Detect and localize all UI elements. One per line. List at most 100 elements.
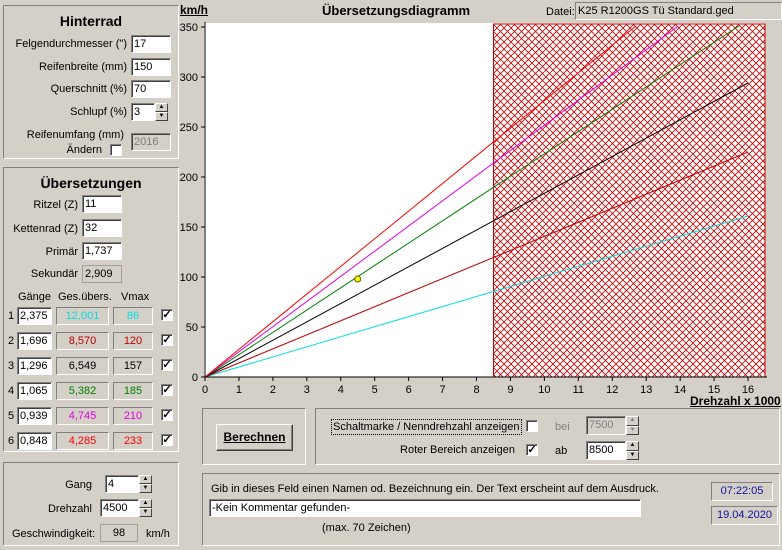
gear-ratio-input[interactable]: 2,375 [17,307,52,325]
spin-down-icon[interactable]: ▼ [139,484,152,493]
check-icon: ✓ [162,384,172,396]
x-tick-label: 2 [270,384,276,396]
x-tick-label: 6 [406,384,412,396]
comment-input[interactable]: -Kein Kommentar gefunden- [209,499,641,517]
ritzel-label: Ritzel (Z) [33,199,78,211]
spin-down-icon[interactable]: ▼ [626,450,639,460]
sekundaer-label: Sekundär [30,268,78,280]
gear-show-checkbox[interactable]: ✓ [161,409,173,421]
col-vmax-header: Vmax [121,291,150,303]
schaltmarke-checkbox[interactable] [526,420,538,432]
schaltmarke-label[interactable]: Schaltmarke / Nenndrehzahl anzeigen [331,419,522,435]
drehzahl-spinner[interactable]: ▲ ▼ [139,499,152,517]
umfang-label: Reifenumfang (mm) [26,129,124,141]
col-gaenge-header: Gänge [18,291,52,303]
check-icon: ✓ [162,409,172,421]
series-line-gear-5 [204,25,679,378]
gear-total-ratio: 4,745 [56,407,109,425]
felge-input[interactable]: 17 [131,35,171,53]
ab-spinner[interactable]: ▲ ▼ [626,441,639,460]
gear-number: 6 [8,435,15,447]
hinterrad-panel [3,5,179,159]
datei-value: K25 R1200GS Tü Standard.ged [575,2,782,20]
spin-down-icon[interactable]: ▼ [626,425,639,435]
y-tick-label: 300 [180,72,198,84]
kettenrad-input[interactable]: 32 [82,219,122,237]
ab-input[interactable]: 8500 [586,441,626,460]
primaer-input[interactable]: 1,737 [82,242,122,260]
series-line-gear-1 [204,215,749,378]
sekundaer-value: 2,909 [82,265,122,283]
gear-total-ratio: 5,382 [56,382,109,400]
gear-show-checkbox[interactable]: ✓ [161,309,173,321]
spin-up-icon[interactable]: ▲ [139,499,152,508]
spin-up-icon[interactable]: ▲ [155,103,168,112]
spin-up-icon[interactable]: ▲ [626,441,639,451]
date-display: 19.04.2020 [711,506,778,525]
felge-label: Felgendurchmesser (") [15,38,128,50]
gear-ratio-input[interactable]: 0,939 [17,407,52,425]
schlupf-label: Schlupf (%) [70,106,127,118]
gear-show-checkbox[interactable]: ✓ [161,334,173,346]
y-tick-label: 100 [180,272,198,284]
breite-input[interactable]: 150 [131,58,171,76]
gear-number: 1 [8,310,15,322]
gang-label: Gang [65,479,92,491]
spin-up-icon[interactable]: ▲ [626,416,639,426]
querschnitt-input[interactable]: 70 [131,80,171,98]
gear-ratio-input[interactable]: 0,848 [17,432,52,450]
x-tick-label: 15 [708,384,720,396]
red-zone [492,23,766,378]
gear-vmax: 120 [113,332,153,350]
gear-show-checkbox[interactable]: ✓ [161,434,173,446]
datei-label: Datei: [546,6,575,18]
bei-label: bei [555,421,570,433]
gear-vmax: 210 [113,407,153,425]
y-tick-label: 200 [180,172,198,184]
geschw-unit: km/h [146,528,170,540]
spin-down-icon[interactable]: ▼ [155,112,168,121]
gang-spinner[interactable]: ▲ ▼ [139,475,152,493]
schlupf-input[interactable]: 3 [131,103,155,121]
spin-up-icon[interactable]: ▲ [139,475,152,484]
comment-hint: Gib in dieses Feld einen Namen od. Bezei… [211,483,659,495]
y-tick-label: 250 [180,122,198,134]
bei-input[interactable]: 7500 [586,416,626,435]
gear-ratio-input[interactable]: 1,296 [17,357,52,375]
primaer-label: Primär [45,246,78,258]
gear-number: 3 [8,360,15,372]
x-tick-label: 1 [236,384,242,396]
check-icon: ✓ [162,309,172,321]
series-line-gear-6 [204,25,637,378]
hinterrad-title: Hinterrad [59,13,123,29]
check-icon: ✓ [162,434,172,446]
gang-input[interactable]: 4 [105,475,139,493]
spin-down-icon[interactable]: ▼ [139,508,152,517]
y-axis-label: km/h [180,3,209,17]
schlupf-spinner[interactable]: ▲ ▼ [155,103,168,121]
umfang-input[interactable]: 2016 [131,133,171,151]
gear-show-checkbox[interactable]: ✓ [161,359,173,371]
ritzel-input[interactable]: 11 [82,195,122,213]
col-ges-header: Ges.übers. [58,291,112,303]
geschw-value: 98 [100,524,138,542]
x-axis-label: Drehzahl x 1000 [690,394,781,408]
gear-total-ratio: 4,285 [56,432,109,450]
bei-spinner[interactable]: ▲ ▼ [626,416,639,435]
drehzahl-input[interactable]: 4500 [100,499,139,517]
x-tick-label: 8 [473,384,479,396]
berechnen-button[interactable]: Berechnen [216,424,293,451]
roter-checkbox[interactable]: ✓ [526,444,538,456]
roter-label: Roter Bereich anzeigen [400,444,515,456]
time-display: 07:22:05 [711,482,773,501]
x-tick-label: 0 [202,384,208,396]
aendern-checkbox[interactable] [110,144,122,156]
gear-ratio-input[interactable]: 1,065 [17,382,52,400]
gear-show-checkbox[interactable]: ✓ [161,384,173,396]
check-icon: ✓ [162,334,172,346]
x-tick-label: 5 [372,384,378,396]
gear-ratio-input[interactable]: 1,696 [17,332,52,350]
geschw-label: Geschwindigkeit: [12,528,96,540]
uebersetzungen-panel [3,167,179,452]
